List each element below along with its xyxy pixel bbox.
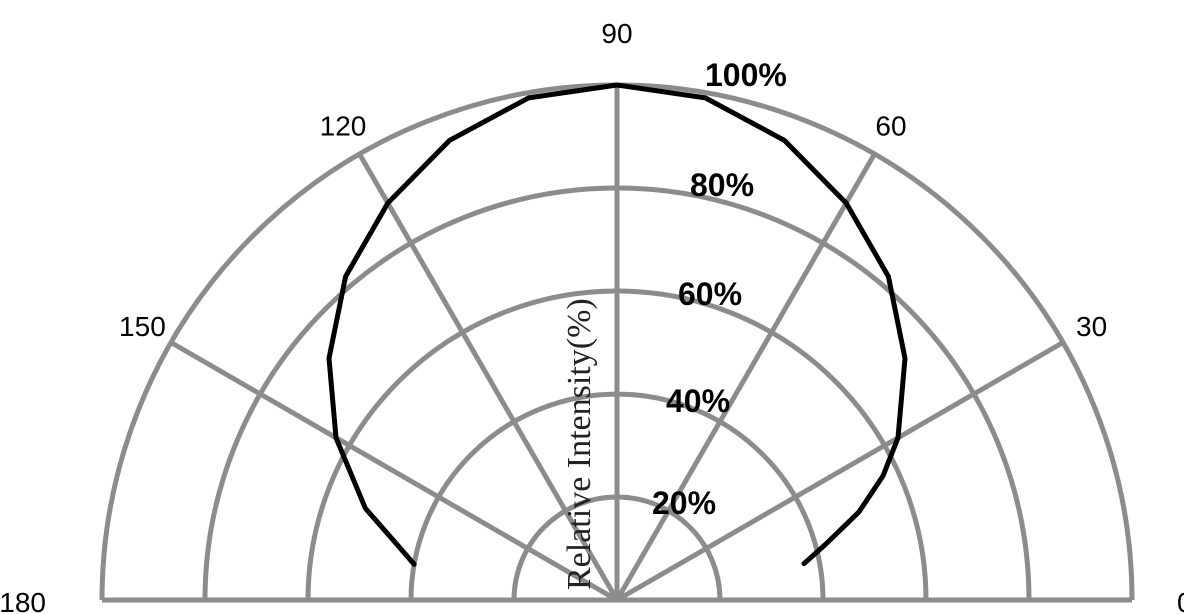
angle-tick-label: 120: [320, 110, 367, 141]
angle-spoke: [357, 152, 620, 602]
intensity-curve: [326, 82, 908, 567]
angle-spoke: [169, 340, 619, 603]
chart-labels: 0 30 60 90 120 150 180 20% 40% 60% 80% 100% Relative…: [0, 18, 1184, 614]
angle-tick-label: 0: [1177, 587, 1184, 614]
radial-tick-label: 80%: [690, 167, 754, 203]
angle-tick-label: 60: [875, 110, 906, 141]
angle-spoke: [615, 340, 1065, 603]
angle-tick-label: 90: [601, 18, 632, 49]
polar-grid: [99, 82, 1135, 603]
radial-tick-label: 20%: [652, 485, 716, 521]
angle-tick-label: 30: [1076, 311, 1107, 342]
y-axis-label: Relative Intensity(%): [561, 298, 598, 590]
radial-tick-label: 40%: [666, 383, 730, 419]
angle-tick-label: 150: [119, 311, 166, 342]
angle-spoke: [614, 152, 877, 602]
angle-tick-label: 180: [0, 587, 46, 614]
radial-tick-label: 60%: [678, 276, 742, 312]
intensity-series: [326, 82, 908, 567]
radial-tick-label: 100%: [705, 57, 787, 93]
